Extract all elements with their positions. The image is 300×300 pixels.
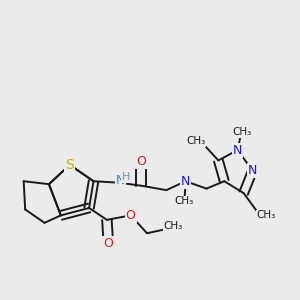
Text: CH₃: CH₃ xyxy=(256,210,275,220)
Text: CH₃: CH₃ xyxy=(164,221,183,231)
Text: H: H xyxy=(122,172,130,182)
Text: S: S xyxy=(65,158,74,172)
Text: CH₃: CH₃ xyxy=(175,196,194,206)
Text: N: N xyxy=(248,164,257,177)
Text: O: O xyxy=(103,237,113,250)
Text: O: O xyxy=(136,155,146,168)
Text: O: O xyxy=(126,209,136,222)
Text: CH₃: CH₃ xyxy=(232,127,252,137)
Text: N: N xyxy=(181,175,190,188)
Text: N: N xyxy=(116,174,125,187)
Text: CH₃: CH₃ xyxy=(186,136,206,146)
Text: N: N xyxy=(233,143,242,157)
